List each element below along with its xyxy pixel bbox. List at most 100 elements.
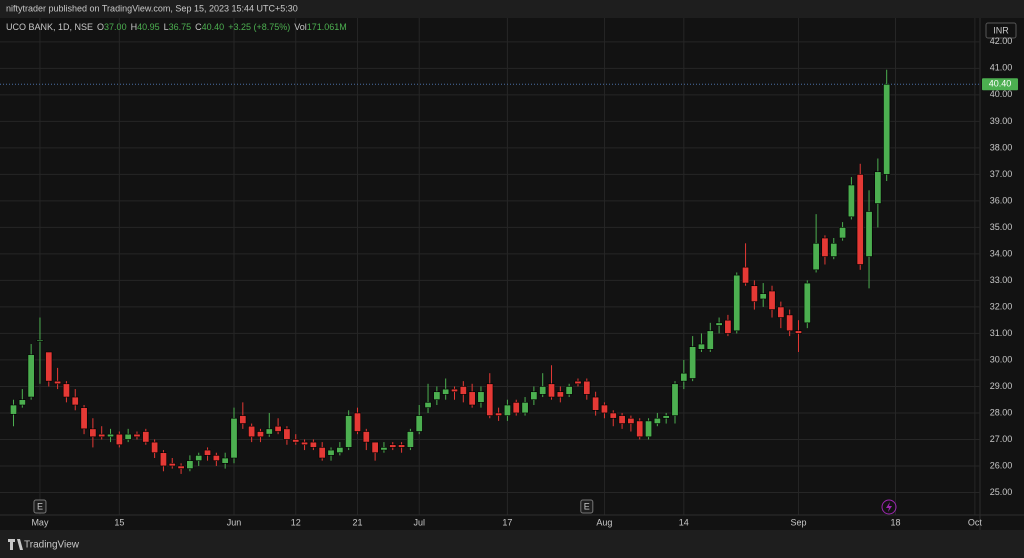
legend-value: 171.061M: [307, 22, 347, 32]
y-tick-label: 29.00: [990, 381, 1013, 391]
candle-body: [839, 227, 847, 239]
x-tick-label: 17: [502, 517, 512, 527]
y-tick-label: 25.00: [990, 487, 1013, 497]
event-marker[interactable]: [33, 499, 47, 514]
candle-body: [856, 174, 864, 265]
legend-key: O: [97, 22, 104, 32]
candle-body: [10, 404, 18, 415]
event-marker[interactable]: [580, 499, 594, 514]
dividend-icon[interactable]: [881, 499, 897, 515]
candle-body: [662, 415, 670, 419]
candle-body: [283, 428, 291, 440]
x-tick-label: 12: [291, 517, 301, 527]
candle-body: [636, 420, 644, 438]
candle-body: [847, 184, 855, 218]
candle-body: [750, 285, 758, 302]
candle-body: [36, 339, 44, 342]
candle-body: [212, 455, 220, 461]
candle-body: [442, 388, 450, 395]
y-tick-label: 37.00: [990, 169, 1013, 179]
candle-body: [697, 343, 705, 350]
candle-body: [486, 383, 494, 416]
candle-body: [318, 447, 326, 459]
footer-bar: [0, 530, 1024, 558]
y-tick-label: 27.00: [990, 434, 1013, 444]
candle-body: [168, 463, 176, 467]
candle-body: [459, 386, 467, 395]
footer-logo: [8, 539, 23, 550]
candle-body: [768, 290, 776, 310]
x-tick-label: 21: [352, 517, 362, 527]
candle-body: [794, 330, 802, 334]
x-tick-label: Jul: [413, 517, 425, 527]
candle-body: [380, 447, 388, 451]
candle-body: [565, 386, 573, 395]
candle-body: [618, 415, 626, 424]
y-tick-label: 42.00: [990, 36, 1013, 46]
candle-body: [142, 431, 150, 443]
header-bar: [0, 0, 1024, 18]
candle-body: [89, 428, 97, 438]
candle-body: [530, 391, 538, 400]
candle-body: [680, 372, 688, 382]
legend-key: Vol: [294, 22, 307, 32]
candle-body: [512, 402, 520, 414]
candle-body: [812, 243, 820, 271]
candle-body: [239, 415, 247, 424]
y-tick-label: 39.00: [990, 116, 1013, 126]
candle-body: [415, 415, 423, 432]
y-tick-label: 30.00: [990, 354, 1013, 364]
x-tick-label: May: [31, 517, 49, 527]
candle-body: [345, 415, 353, 448]
candle-body: [830, 243, 838, 257]
candle-body: [18, 399, 26, 406]
candle-body: [874, 171, 882, 204]
candle-body: [477, 391, 485, 403]
candle-body: [742, 266, 750, 284]
candle-body: [733, 274, 741, 332]
candle-body: [671, 383, 679, 416]
candle-body: [389, 444, 397, 448]
footer-brand: TradingView: [24, 540, 80, 551]
legend-value: 40.40: [202, 22, 225, 32]
x-tick-label: 18: [890, 517, 900, 527]
candle-body: [521, 402, 529, 414]
candle-body: [803, 282, 811, 324]
candle-body: [503, 404, 511, 416]
legend-value: 37.00: [104, 22, 127, 32]
currency-box[interactable]: [985, 22, 1017, 39]
candle-body: [627, 417, 635, 424]
x-tick-label: Sep: [790, 517, 806, 527]
candle-body: [98, 433, 106, 438]
candle-body: [706, 330, 714, 350]
candle-body: [54, 380, 62, 385]
event-label: E: [584, 501, 590, 511]
candle-body: [301, 441, 309, 446]
y-tick-label: 40.00: [990, 89, 1013, 99]
legend-key: H: [131, 22, 138, 32]
y-tick-label: 35.00: [990, 222, 1013, 232]
x-tick-label: Aug: [596, 517, 612, 527]
candle-body: [107, 433, 115, 438]
candle-body: [539, 386, 547, 395]
legend: UCO BANK, 1D, NSE O37.00 H40.95 L36.75 C40.4…: [6, 22, 347, 32]
candle-body: [27, 354, 35, 398]
candle-body: [865, 211, 873, 257]
dividend-bolt: [886, 502, 892, 512]
currency[interactable]: INR: [993, 25, 1009, 35]
legend-value: +3.25 (+8.75%): [228, 22, 290, 32]
candle-body: [600, 404, 608, 414]
candle-body: [556, 391, 564, 398]
y-tick-label: 41.00: [990, 63, 1013, 73]
candle-body: [592, 396, 600, 411]
candle-body: [151, 441, 159, 454]
candle-body: [309, 441, 317, 448]
candle-body: [204, 449, 212, 456]
candle-body: [62, 383, 70, 398]
candle-body: [777, 306, 785, 318]
candle-body: [71, 396, 79, 406]
candle-body: [221, 457, 229, 464]
x-tick-label: Jun: [227, 517, 242, 527]
legend-key: L: [164, 22, 169, 32]
